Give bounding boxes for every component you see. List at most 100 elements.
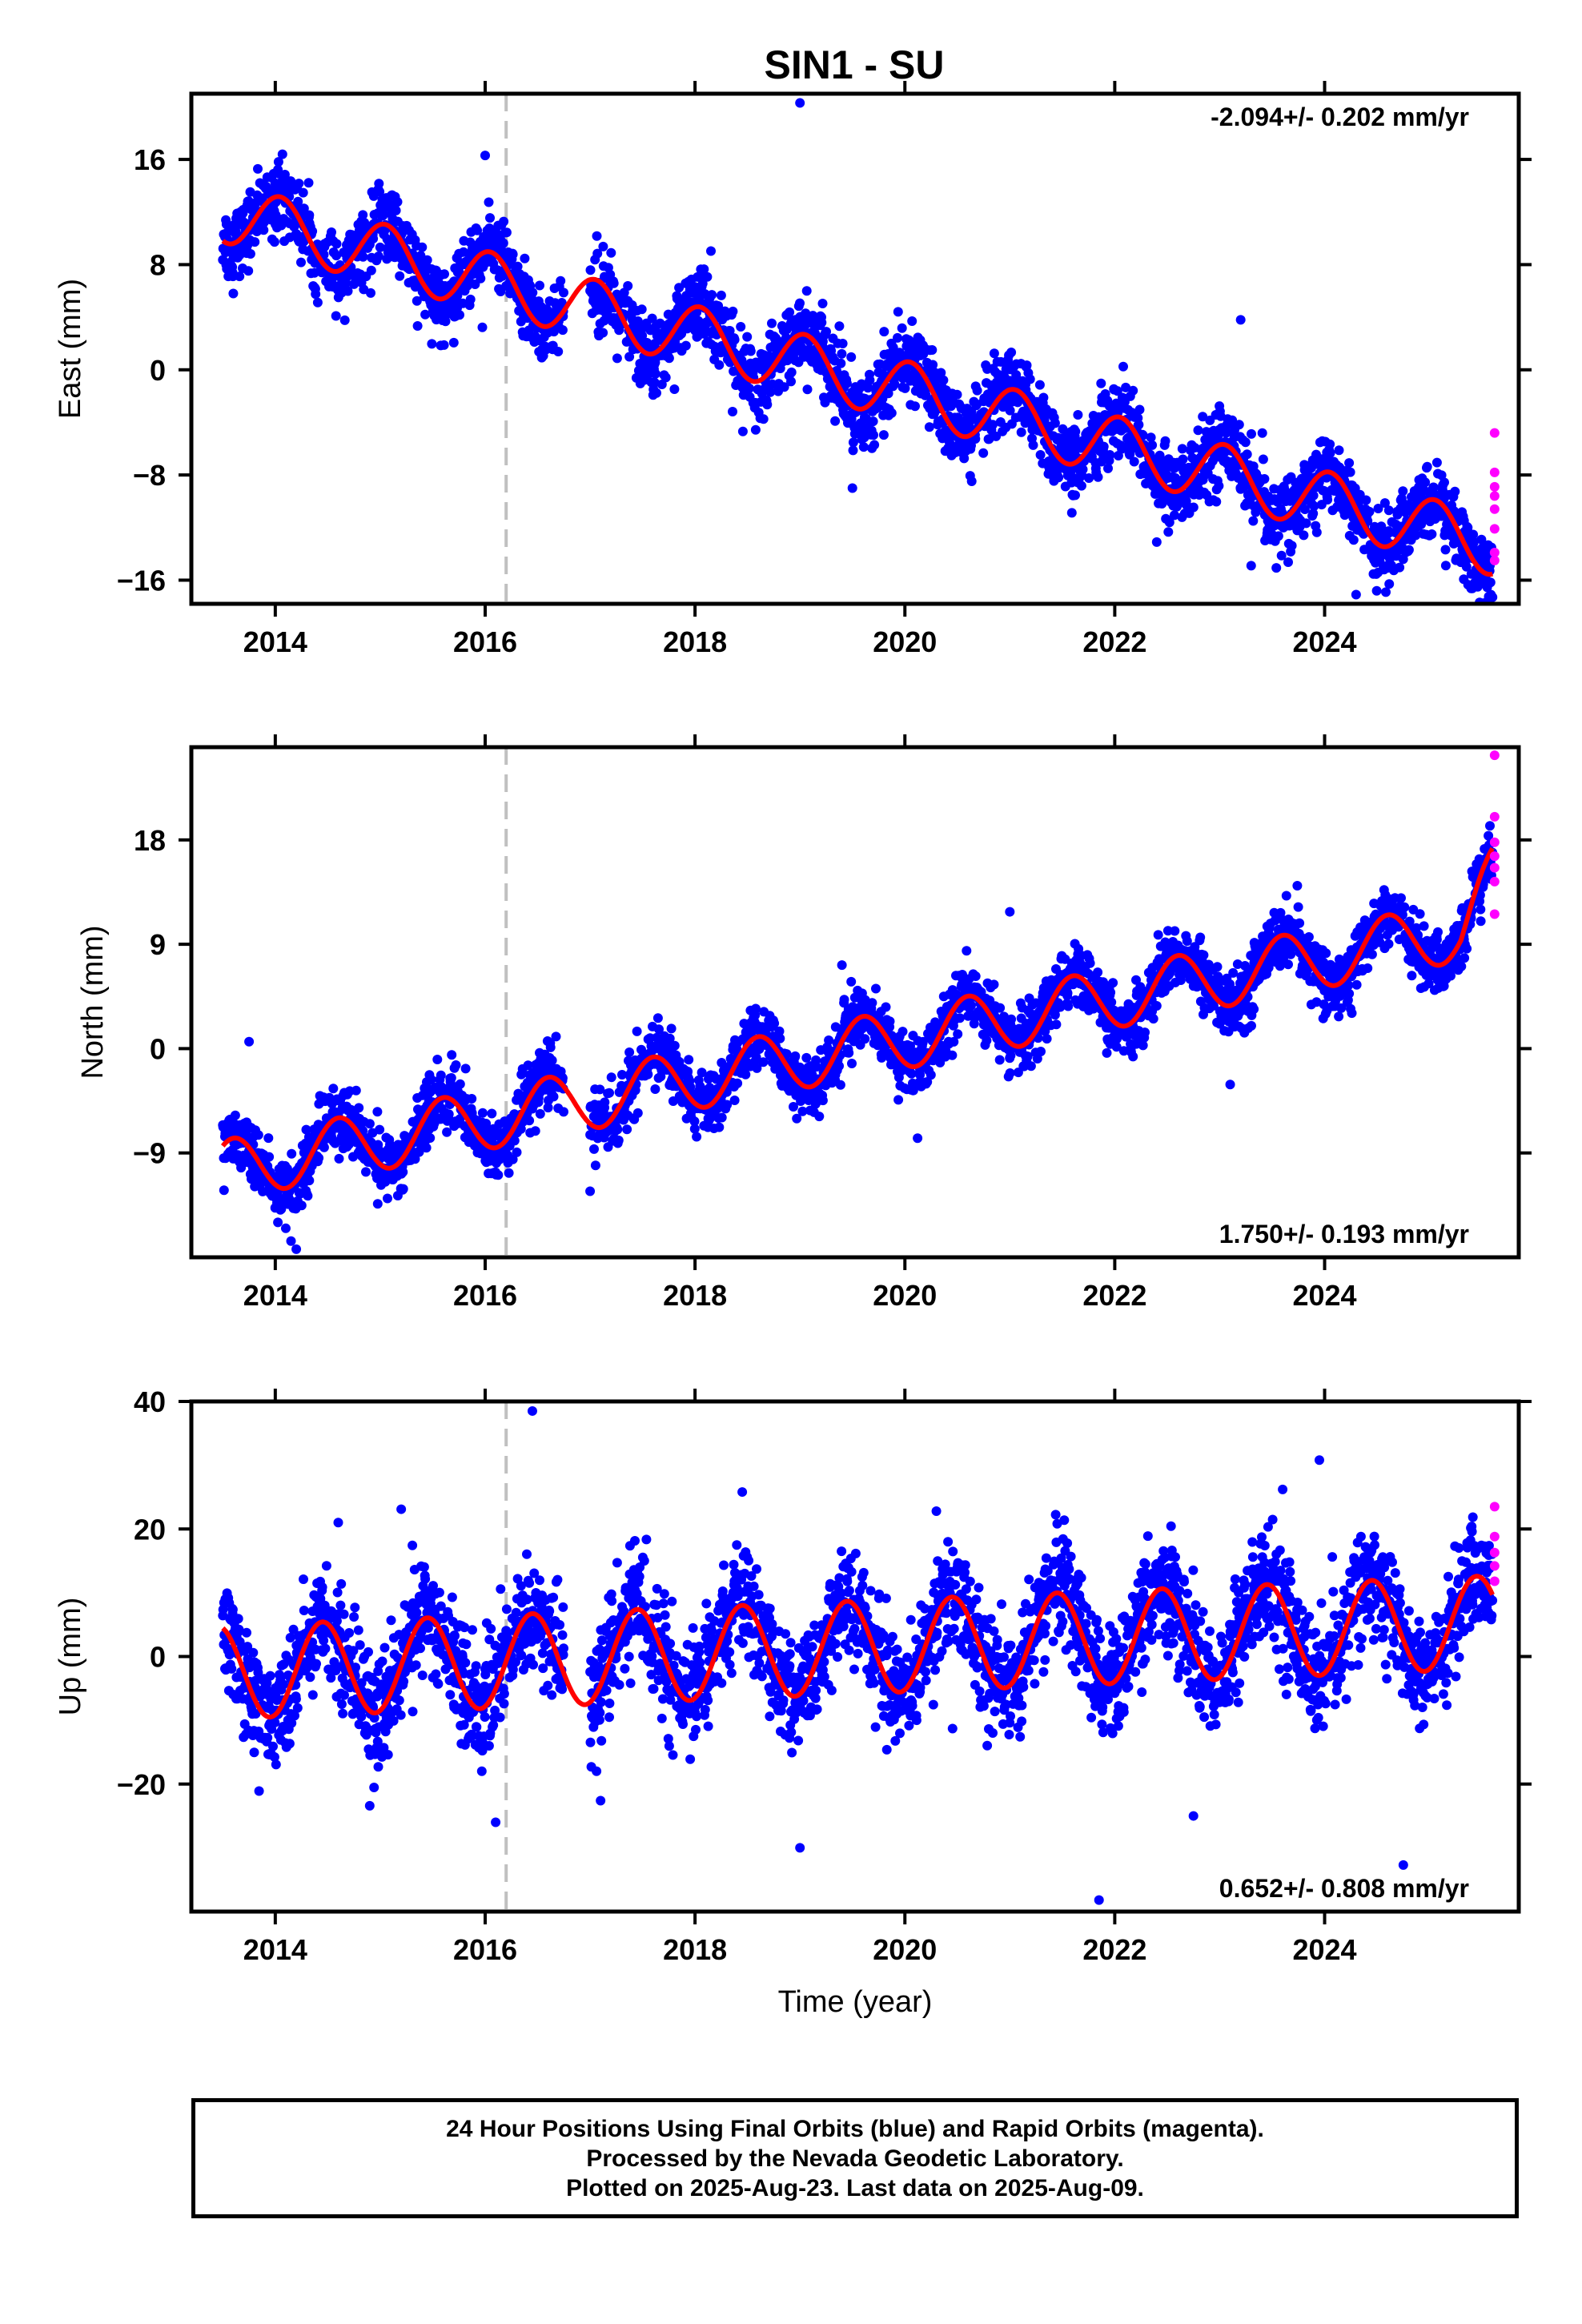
final-orbit-point — [361, 1167, 371, 1177]
final-orbit-point — [1070, 426, 1081, 436]
final-orbit-points — [218, 821, 1498, 1254]
final-orbit-point — [545, 1042, 556, 1052]
final-orbit-point — [1005, 405, 1015, 416]
final-orbit-point — [420, 309, 431, 320]
final-orbit-point — [741, 1069, 751, 1080]
final-orbit-point — [364, 1119, 375, 1129]
final-orbit-point — [1311, 527, 1322, 537]
final-orbit-point — [636, 304, 647, 315]
final-orbit-point — [535, 1108, 545, 1119]
final-orbit-point — [484, 197, 494, 207]
final-orbit-point — [331, 239, 342, 249]
final-orbit-point — [1096, 378, 1106, 388]
final-orbit-point — [440, 269, 449, 279]
final-orbit-point — [1164, 517, 1174, 528]
final-orbit-point — [972, 385, 982, 396]
final-orbit-point — [707, 290, 717, 300]
final-orbit-point — [1468, 537, 1479, 547]
final-orbit-point — [230, 1110, 240, 1120]
final-orbit-point — [886, 408, 897, 418]
final-orbit-point — [1287, 541, 1297, 551]
y-axis-label: East (mm) — [54, 279, 87, 419]
x-tick-label: 2016 — [453, 625, 517, 658]
final-orbit-point — [1134, 420, 1144, 430]
final-orbit-point — [669, 1040, 680, 1051]
final-orbit-point — [277, 149, 287, 159]
final-orbit-point — [837, 348, 847, 359]
final-orbit-point — [319, 1142, 329, 1152]
final-orbit-point — [1411, 530, 1421, 541]
final-orbit-point — [643, 1069, 653, 1080]
final-orbit-point — [551, 1031, 561, 1042]
final-orbit-point — [1436, 470, 1447, 480]
final-orbit-point — [1022, 360, 1032, 371]
final-orbit-point — [358, 210, 368, 220]
final-orbit-point — [287, 1148, 297, 1159]
final-orbit-point — [585, 265, 596, 275]
final-orbit-point — [885, 1016, 895, 1027]
final-orbit-point — [1364, 506, 1375, 517]
final-orbit-point — [1174, 499, 1184, 509]
final-orbit-point — [535, 280, 544, 291]
final-orbit-point — [271, 210, 281, 220]
final-orbit-point — [717, 1112, 727, 1123]
final-orbit-point — [692, 1132, 702, 1142]
final-orbit-point — [354, 1103, 364, 1113]
final-orbit-point — [1070, 490, 1080, 501]
final-orbit-point — [1348, 535, 1359, 545]
final-orbit-point — [1334, 445, 1344, 456]
outlier-point — [1488, 592, 1498, 602]
final-orbit-point — [613, 1136, 624, 1145]
final-orbit-point — [331, 251, 342, 261]
outlier-point — [228, 288, 239, 299]
final-orbit-point — [592, 231, 602, 241]
final-orbit-point — [1431, 457, 1442, 468]
final-orbit-point — [508, 1154, 518, 1164]
final-orbit-point — [867, 998, 877, 1008]
final-orbit-point — [936, 368, 946, 378]
final-orbit-point — [351, 1085, 361, 1096]
y-tick-label: 16 — [134, 143, 166, 176]
final-orbit-point — [1198, 412, 1208, 422]
final-orbit-point — [624, 352, 635, 362]
final-orbit-point — [1422, 461, 1432, 472]
final-orbit-point — [391, 205, 401, 215]
final-orbit-point — [472, 225, 483, 235]
final-orbit-point — [1283, 557, 1293, 567]
final-orbit-point — [938, 375, 949, 385]
final-orbit-point — [1188, 502, 1199, 513]
final-orbit-point — [953, 1029, 963, 1039]
final-orbit-point — [273, 157, 283, 167]
final-orbit-point — [296, 1200, 307, 1211]
final-orbit-point — [372, 1107, 383, 1117]
final-orbit-point — [311, 289, 321, 300]
final-orbit-point — [547, 1055, 557, 1066]
final-orbit-point — [1006, 1014, 1017, 1024]
final-orbit-point — [477, 322, 488, 332]
final-orbit-point — [897, 1027, 908, 1037]
final-orbit-point — [742, 332, 753, 342]
y-tick-label: 8 — [150, 248, 166, 281]
outlier-point — [795, 98, 805, 108]
final-orbit-point — [966, 476, 977, 486]
final-orbit-point — [802, 384, 813, 395]
final-orbit-point — [786, 367, 797, 377]
outlier-point — [1235, 315, 1246, 325]
final-orbit-point — [801, 286, 812, 296]
final-orbit-point — [455, 1079, 465, 1089]
rapid-orbit-point — [1489, 547, 1500, 557]
rapid-orbit-point — [1489, 428, 1500, 438]
final-orbit-point — [801, 308, 811, 319]
final-orbit-point — [863, 383, 873, 393]
outlier-point — [1351, 589, 1361, 600]
final-orbit-point — [493, 1170, 504, 1180]
final-orbit-point — [1239, 481, 1250, 492]
final-orbit-point — [600, 1097, 610, 1108]
final-orbit-point — [559, 1107, 568, 1117]
final-orbit-point — [814, 1112, 825, 1122]
final-orbit-point — [879, 327, 889, 337]
final-orbit-point — [650, 368, 661, 379]
